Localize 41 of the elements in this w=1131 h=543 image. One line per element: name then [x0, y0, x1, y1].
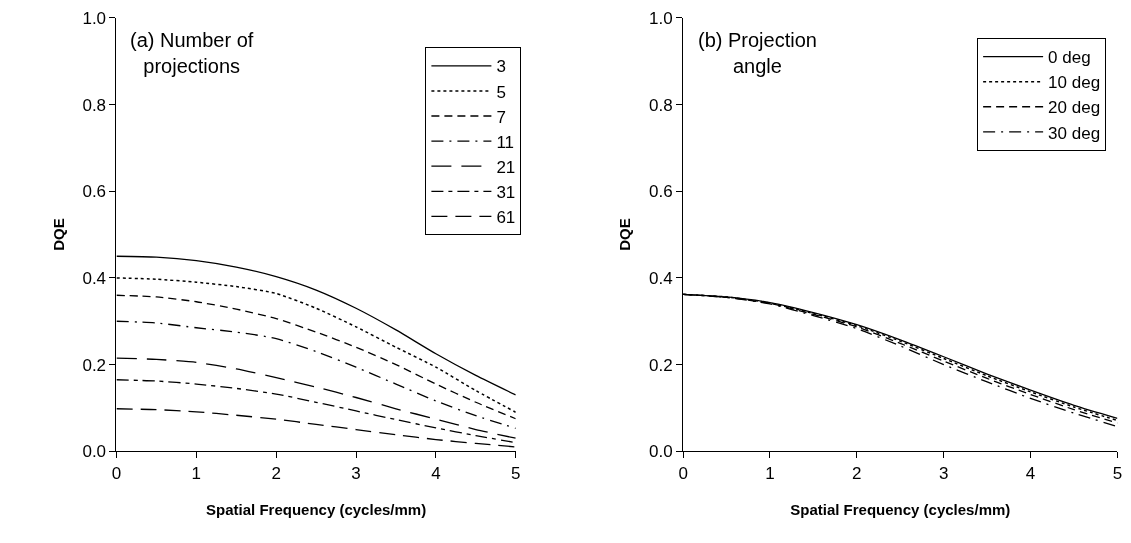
y-axis-title: DQE: [616, 218, 634, 251]
legend-label: 7: [496, 107, 506, 127]
legend-label: 20 deg: [1048, 98, 1101, 118]
x-tick-label: 3: [938, 463, 949, 483]
y-tick-label: 0.0: [82, 442, 107, 462]
y-tick-label: 0.6: [649, 182, 673, 202]
y-tick-label: 0.4: [649, 268, 673, 288]
y-tick-label: 1.0: [82, 8, 107, 28]
legend-label: 30 deg: [1048, 123, 1101, 143]
x-tick-label: 3: [351, 463, 361, 483]
x-tick-label: 0: [678, 463, 688, 483]
legend-label: 3: [496, 57, 506, 77]
y-tick-label: 0.8: [649, 95, 673, 115]
y-axis-title: DQE: [49, 218, 67, 251]
x-tick-label: 1: [765, 463, 775, 483]
legend-label: 61: [496, 208, 516, 228]
x-axis-title: Spatial Frequency (cycles/mm): [206, 500, 427, 518]
x-tick-label: 5: [1112, 463, 1123, 483]
x-tick-label: 5: [511, 463, 521, 483]
y-tick-label: 0.6: [82, 182, 107, 202]
y-tick-label: 0.8: [82, 95, 107, 115]
y-tick-label: 1.0: [649, 8, 673, 28]
x-axis-title: Spatial Frequency (cycles/mm): [790, 500, 1011, 518]
y-tick-label: 0.4: [82, 268, 107, 288]
x-tick-label: 0: [111, 463, 122, 483]
x-tick-label: 2: [852, 463, 862, 483]
legend-label: 5: [496, 82, 506, 102]
text: (b) Projection angle: [698, 29, 817, 77]
legend-label: 21: [496, 157, 516, 177]
x-tick-label: 1: [191, 463, 202, 483]
legend-label: 31: [496, 182, 516, 202]
legend-label: 0 deg: [1048, 48, 1091, 68]
legend-label: 10 deg: [1048, 73, 1101, 93]
legend-label: 11: [496, 132, 515, 152]
y-tick-label: 0.2: [649, 355, 673, 375]
x-tick-label: 2: [271, 463, 281, 483]
y-tick-label: 0.0: [649, 442, 673, 462]
y-tick-label: 0.2: [82, 355, 107, 375]
text: (a) Number of projections: [130, 29, 254, 77]
x-tick-label: 4: [431, 463, 441, 483]
x-tick-label: 4: [1025, 463, 1036, 483]
